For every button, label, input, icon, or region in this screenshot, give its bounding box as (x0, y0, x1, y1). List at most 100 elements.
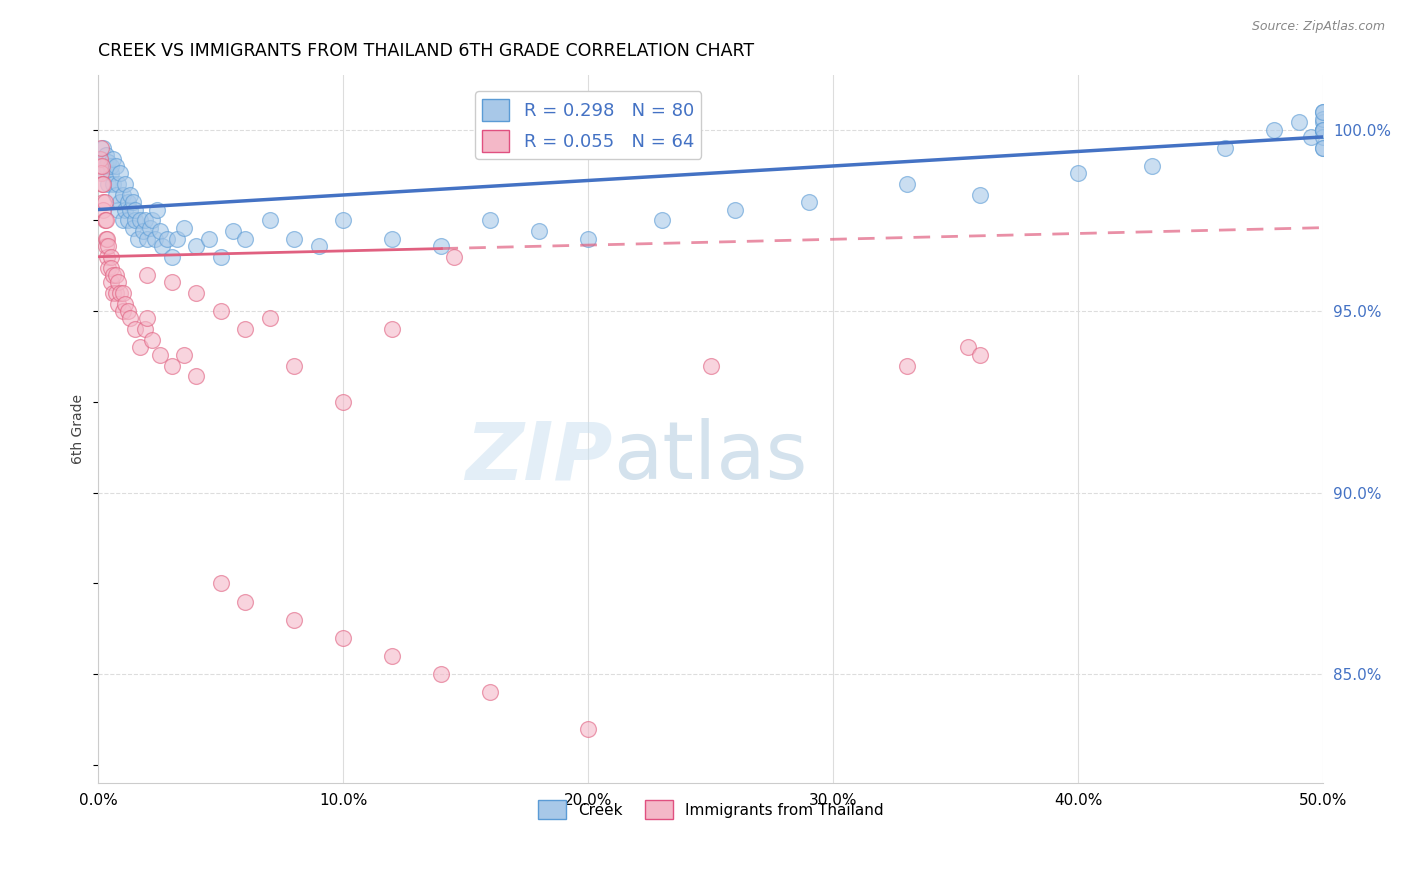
Point (100, 260, 122, 275)
Point (209, 250, 232, 264)
Point (124, 213, 146, 227)
Point (90, 152, 112, 166)
Point (430, 239, 453, 253)
Point (93, 195, 115, 210)
Point (94, 213, 117, 227)
Point (1312, 115, 1334, 129)
Point (209, 304, 232, 318)
Point (91, 141, 114, 155)
Point (124, 202, 146, 217)
Point (222, 224, 245, 238)
Point (97, 177, 120, 191)
Point (110, 195, 132, 210)
Point (332, 395, 354, 409)
Legend: Creek, Immigrants from Thailand: Creek, Immigrants from Thailand (531, 794, 890, 825)
Point (1312, 129, 1334, 144)
Point (107, 177, 129, 191)
Point (97, 260, 120, 275)
Point (1263, 122, 1285, 136)
Point (100, 250, 122, 264)
Point (117, 304, 139, 318)
Point (131, 224, 153, 238)
Point (89, 152, 111, 166)
Point (129, 341, 152, 355)
Point (94, 159, 117, 173)
Point (160, 250, 183, 264)
Point (141, 213, 163, 227)
Point (479, 685, 502, 699)
Point (896, 359, 918, 373)
Point (96, 250, 118, 264)
Point (121, 220, 143, 235)
Point (479, 213, 502, 227)
Point (1312, 141, 1334, 155)
Point (110, 285, 132, 300)
Point (1213, 141, 1236, 155)
Point (89, 159, 111, 173)
Point (1140, 159, 1163, 173)
Point (235, 322, 257, 336)
Point (1312, 104, 1334, 119)
Point (96, 231, 118, 245)
Point (91, 195, 114, 210)
Point (186, 369, 208, 384)
Point (576, 231, 599, 245)
Point (139, 220, 162, 235)
Point (160, 359, 183, 373)
Point (529, 224, 551, 238)
Point (1312, 122, 1334, 136)
Point (186, 285, 208, 300)
Point (1067, 166, 1090, 180)
Point (91, 159, 114, 173)
Point (381, 322, 404, 336)
Point (160, 275, 183, 289)
Point (134, 213, 156, 227)
Point (114, 297, 136, 311)
Point (197, 231, 219, 245)
Point (111, 285, 134, 300)
Point (104, 268, 127, 282)
Point (136, 231, 159, 245)
Point (94, 148, 117, 162)
Point (969, 188, 991, 202)
Point (124, 322, 146, 336)
Point (186, 239, 208, 253)
Point (127, 231, 149, 245)
Point (101, 285, 124, 300)
Y-axis label: 6th Grade: 6th Grade (72, 394, 86, 464)
Point (111, 213, 134, 227)
Point (166, 231, 188, 245)
Point (332, 631, 354, 645)
Point (110, 166, 132, 180)
Point (259, 213, 281, 227)
Point (120, 311, 142, 326)
Point (117, 213, 139, 227)
Point (94, 231, 117, 245)
Point (797, 195, 820, 210)
Point (149, 224, 172, 238)
Point (143, 231, 166, 245)
Point (1312, 122, 1334, 136)
Point (283, 613, 305, 627)
Point (107, 275, 129, 289)
Point (101, 268, 124, 282)
Point (235, 594, 257, 608)
Point (700, 359, 723, 373)
Point (114, 177, 136, 191)
Point (1312, 122, 1334, 136)
Point (121, 195, 143, 210)
Point (283, 231, 305, 245)
Point (381, 231, 404, 245)
Point (101, 177, 124, 191)
Point (90, 166, 112, 180)
Point (969, 348, 991, 362)
Point (134, 322, 156, 336)
Point (1312, 141, 1334, 155)
Point (90, 141, 112, 155)
Point (97, 155, 120, 169)
Point (235, 231, 257, 245)
Point (94, 239, 117, 253)
Point (146, 202, 169, 217)
Point (724, 202, 747, 217)
Point (896, 177, 918, 191)
